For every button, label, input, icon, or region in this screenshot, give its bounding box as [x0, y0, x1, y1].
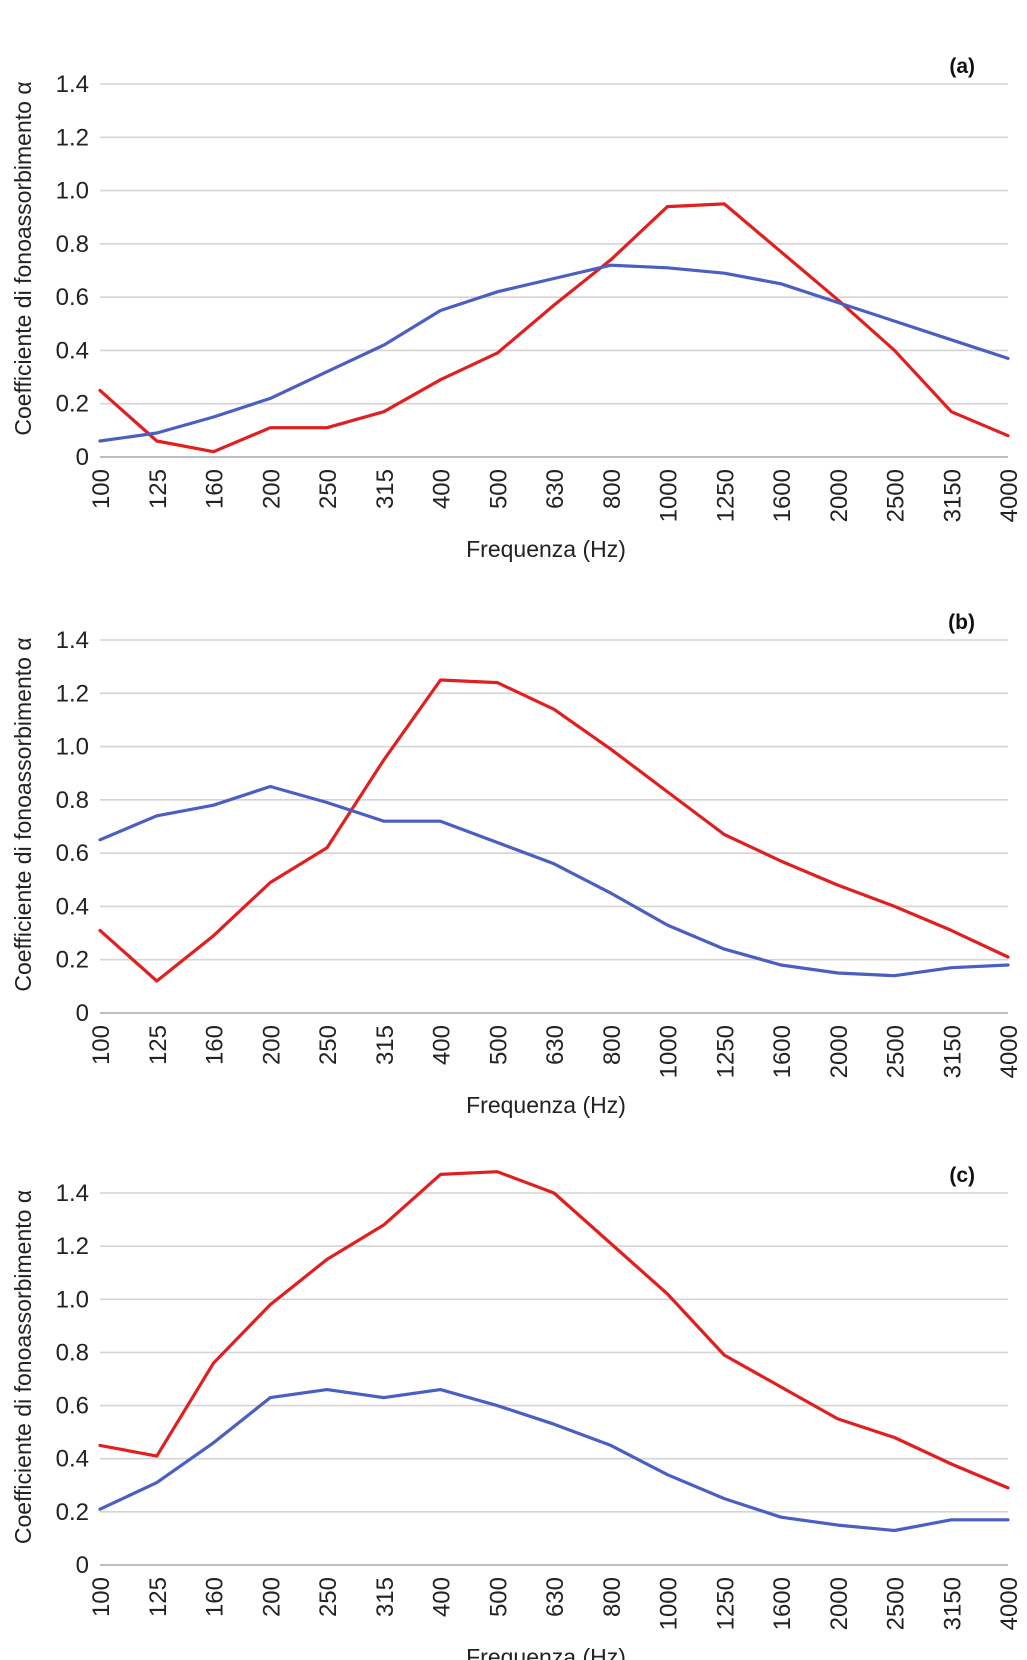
series-line-1 [98, 678, 1010, 983]
y-tick-label: 1.0 [56, 1286, 89, 1313]
y-tick-label: 0.4 [56, 1446, 89, 1473]
x-tick-label: 800 [599, 469, 626, 509]
x-tick-label: 400 [429, 1577, 456, 1617]
y-tick-label: 1.2 [56, 1233, 89, 1260]
y-tick-label: 1.4 [56, 627, 89, 654]
x-tick-label: 3150 [939, 1577, 966, 1630]
x-tick-label: 2500 [883, 1025, 910, 1078]
y-tick-label: 0.4 [56, 893, 89, 920]
y-tick-label: 1.4 [56, 71, 89, 98]
y-axis-title: Coefficiente di fonoassorbimento α [10, 81, 36, 435]
x-tick-label: 4000 [996, 1025, 1023, 1078]
x-axis-title: Frequenza (Hz) [466, 1092, 626, 1118]
x-tick-label: 125 [145, 469, 172, 509]
x-tick-label: 500 [485, 1025, 512, 1065]
y-tick-label: 0.8 [56, 787, 89, 814]
x-tick-label: 1000 [656, 469, 683, 522]
x-tick-label: 4000 [996, 469, 1023, 522]
y-axis-title: Coefficiente di fonoassorbimento α [10, 637, 36, 991]
x-tick-label: 125 [145, 1025, 172, 1065]
x-tick-label: 630 [542, 1025, 569, 1065]
x-tick-label: 200 [258, 1025, 285, 1065]
x-tick-label: 630 [542, 469, 569, 509]
y-tick-label: 1.2 [56, 680, 89, 707]
x-tick-label: 200 [258, 469, 285, 509]
x-axis-title: Frequenza (Hz) [466, 1644, 626, 1660]
y-tick-label: 0 [76, 444, 89, 471]
x-axis-title: Frequenza (Hz) [466, 536, 626, 562]
x-tick-label: 250 [315, 469, 342, 509]
x-tick-label: 1600 [769, 469, 796, 522]
x-tick-label: 2000 [826, 1025, 853, 1078]
panel-label: (b) [948, 611, 975, 634]
chart-panel-3: 0 0.2 0.4 0.6 0.8 1.0 1.2 1.4 100 125 160 200 250 315… [10, 1164, 1023, 1660]
y-tick-label: 1.2 [56, 124, 89, 151]
x-tick-label: 200 [258, 1577, 285, 1617]
y-tick-label: 1.4 [56, 1180, 89, 1207]
x-tick-label: 2000 [826, 1577, 853, 1630]
y-tick-label: 0.2 [56, 391, 89, 418]
y-tick-label: 0.6 [56, 840, 89, 867]
panel-label: (a) [949, 55, 975, 78]
x-tick-label: 400 [429, 469, 456, 509]
x-tick-label: 315 [372, 469, 399, 509]
x-tick-label: 160 [202, 1577, 229, 1617]
x-tick-label: 315 [372, 1577, 399, 1617]
x-tick-label: 3150 [939, 469, 966, 522]
x-tick-label: 1250 [712, 1577, 739, 1630]
x-tick-label: 1250 [712, 469, 739, 522]
x-tick-label: 1600 [769, 1577, 796, 1630]
chart-panel-1: 0 0.2 0.4 0.6 0.8 1.0 1.2 1.4 100 125 160 200 250 315… [10, 55, 1023, 562]
x-tick-label: 3150 [939, 1025, 966, 1078]
x-tick-label: 500 [485, 469, 512, 509]
y-tick-label: 0.2 [56, 947, 89, 974]
series-line-2 [98, 1387, 1010, 1533]
x-tick-label: 100 [88, 1025, 115, 1065]
x-tick-label: 1000 [656, 1577, 683, 1630]
series-line-2 [98, 263, 1010, 443]
y-tick-label: 0.8 [56, 231, 89, 258]
x-tick-label: 160 [202, 469, 229, 509]
y-tick-label: 1.0 [56, 178, 89, 205]
x-tick-label: 1000 [656, 1025, 683, 1078]
x-tick-label: 100 [88, 1577, 115, 1617]
x-tick-label: 400 [429, 1025, 456, 1065]
x-tick-label: 2000 [826, 469, 853, 522]
y-tick-label: 0.6 [56, 284, 89, 311]
y-tick-label: 0.6 [56, 1393, 89, 1420]
series-line-2 [98, 784, 1010, 978]
x-tick-label: 1600 [769, 1025, 796, 1078]
x-tick-label: 125 [145, 1577, 172, 1617]
y-tick-label: 0 [76, 1000, 89, 1027]
x-tick-label: 160 [202, 1025, 229, 1065]
x-tick-label: 800 [599, 1577, 626, 1617]
x-tick-label: 250 [315, 1025, 342, 1065]
x-tick-label: 100 [88, 469, 115, 509]
panel-label: (c) [949, 1164, 975, 1187]
x-tick-label: 1250 [712, 1025, 739, 1078]
x-tick-label: 630 [542, 1577, 569, 1617]
x-tick-label: 315 [372, 1025, 399, 1065]
x-tick-label: 2500 [883, 1577, 910, 1630]
y-tick-label: 0 [76, 1552, 89, 1579]
y-tick-label: 0.4 [56, 337, 89, 364]
y-tick-label: 1.0 [56, 734, 89, 761]
y-tick-label: 0.8 [56, 1339, 89, 1366]
x-tick-label: 4000 [996, 1577, 1023, 1630]
x-tick-label: 2500 [883, 469, 910, 522]
y-tick-label: 0.2 [56, 1499, 89, 1526]
x-tick-label: 500 [485, 1577, 512, 1617]
y-axis-title: Coefficiente di fonoassorbimento α [10, 1190, 36, 1544]
series-line-1 [98, 202, 1010, 454]
series-line-1 [98, 1170, 1010, 1490]
x-tick-label: 250 [315, 1577, 342, 1617]
chart-panel-2: 0 0.2 0.4 0.6 0.8 1.0 1.2 1.4 100 125 160 200 250 315… [10, 611, 1023, 1118]
x-tick-label: 800 [599, 1025, 626, 1065]
